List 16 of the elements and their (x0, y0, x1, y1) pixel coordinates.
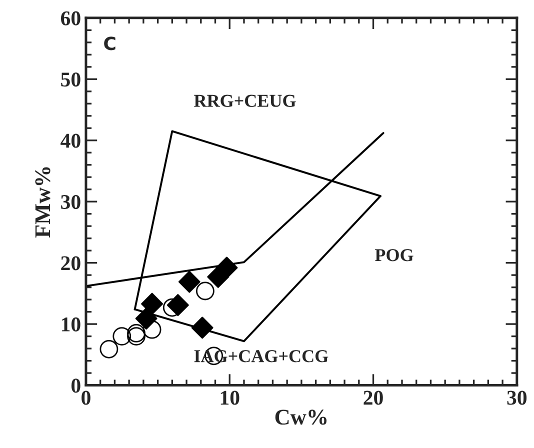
x-tick-label: 20 (364, 390, 383, 405)
annotation: RRG+CEUG (194, 94, 296, 107)
y-tick-label: 40 (60, 134, 80, 148)
y-axis-title: FMw% (35, 167, 50, 238)
y-tick-label: 60 (60, 11, 80, 26)
y-tick-label: 0 (71, 378, 80, 393)
y-tick-label: 20 (61, 256, 80, 270)
annotation: POG (375, 249, 414, 262)
y-tick-label: 10 (62, 317, 80, 332)
x-tick-label: 10 (220, 390, 240, 405)
y-tick-label: 30 (61, 194, 80, 210)
annotation: C (104, 36, 116, 50)
y-tick-label: 50 (61, 72, 80, 87)
x-tick-label: 0 (82, 390, 90, 405)
x-tick-label: 30 (507, 390, 527, 405)
x-axis-title: Cw% (275, 410, 327, 425)
